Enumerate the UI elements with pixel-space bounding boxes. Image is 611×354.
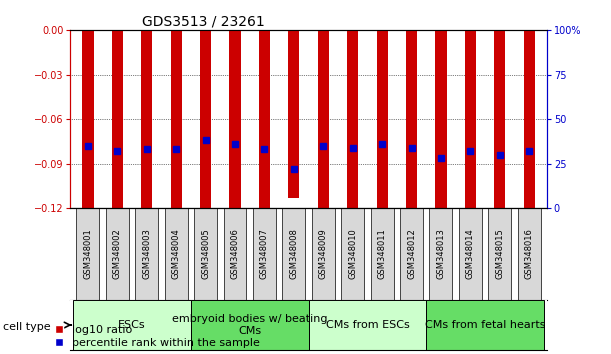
Text: cell type: cell type <box>3 322 51 332</box>
Bar <box>406 30 417 208</box>
Bar <box>341 208 364 299</box>
Text: CMs from fetal hearts: CMs from fetal hearts <box>425 320 545 330</box>
Bar <box>376 30 388 208</box>
Text: GSM348016: GSM348016 <box>525 228 533 279</box>
Text: GSM348002: GSM348002 <box>113 228 122 279</box>
Text: embryoid bodies w/ beating
CMs: embryoid bodies w/ beating CMs <box>172 314 327 336</box>
Bar <box>312 208 335 299</box>
Bar <box>430 208 452 299</box>
Bar <box>106 208 129 299</box>
Bar <box>347 30 358 208</box>
Bar <box>288 30 299 198</box>
Text: GSM348008: GSM348008 <box>290 228 298 279</box>
Text: GSM348011: GSM348011 <box>378 228 387 279</box>
Text: GSM348009: GSM348009 <box>319 228 327 279</box>
Bar <box>259 30 270 208</box>
Bar <box>400 208 423 299</box>
Bar <box>165 208 188 299</box>
Bar <box>200 30 211 208</box>
Bar <box>371 208 393 299</box>
Bar <box>282 208 306 299</box>
Text: GSM348015: GSM348015 <box>496 228 504 279</box>
Text: GSM348003: GSM348003 <box>142 228 152 279</box>
Text: GDS3513 / 23261: GDS3513 / 23261 <box>142 15 265 29</box>
Bar <box>465 30 476 208</box>
Text: GSM348010: GSM348010 <box>348 228 357 279</box>
Text: GSM348014: GSM348014 <box>466 228 475 279</box>
Bar <box>524 30 535 208</box>
Text: GSM348013: GSM348013 <box>436 228 445 279</box>
Bar <box>309 299 426 350</box>
Bar <box>112 30 123 208</box>
Bar <box>135 208 158 299</box>
Bar <box>191 299 309 350</box>
Legend: log10 ratio, percentile rank within the sample: log10 ratio, percentile rank within the … <box>54 325 260 348</box>
Bar <box>229 30 241 208</box>
Bar <box>436 30 447 208</box>
Bar <box>82 30 93 208</box>
Bar <box>170 30 181 208</box>
Bar <box>194 208 217 299</box>
Bar <box>224 208 246 299</box>
Bar <box>488 208 511 299</box>
Bar <box>426 299 544 350</box>
Text: GSM348007: GSM348007 <box>260 228 269 279</box>
Bar <box>518 208 541 299</box>
Bar <box>318 30 329 208</box>
Bar <box>459 208 482 299</box>
Text: GSM348012: GSM348012 <box>407 228 416 279</box>
Bar <box>253 208 276 299</box>
Bar <box>494 30 505 208</box>
Bar <box>76 208 100 299</box>
Bar <box>141 30 152 208</box>
Text: CMs from ESCs: CMs from ESCs <box>326 320 409 330</box>
Bar <box>73 299 191 350</box>
Text: GSM348001: GSM348001 <box>84 228 92 279</box>
Text: GSM348006: GSM348006 <box>230 228 240 279</box>
Text: ESCs: ESCs <box>119 320 146 330</box>
Text: GSM348005: GSM348005 <box>201 228 210 279</box>
Text: GSM348004: GSM348004 <box>172 228 181 279</box>
